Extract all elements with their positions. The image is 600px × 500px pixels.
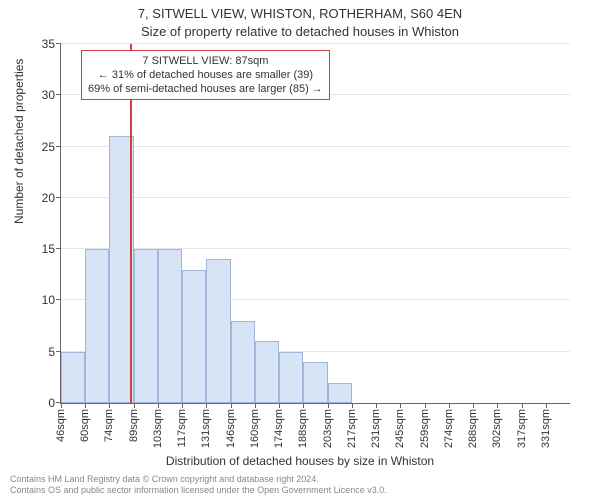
histogram-bar [303, 362, 327, 403]
x-tick-mark [425, 403, 426, 408]
x-tick-mark [85, 403, 86, 408]
x-tick-label: 188sqm [297, 409, 309, 448]
x-tick-mark [328, 403, 329, 408]
x-tick-label: 302sqm [491, 409, 503, 448]
x-tick-mark [497, 403, 498, 408]
x-tick-mark [546, 403, 547, 408]
x-tick-label: 317sqm [516, 409, 528, 448]
x-tick-mark [473, 403, 474, 408]
y-tick-label: 15 [31, 242, 55, 256]
x-tick-label: 103sqm [152, 409, 164, 448]
y-tick-mark [56, 299, 61, 300]
footnote: Contains HM Land Registry data © Crown c… [10, 474, 387, 496]
y-tick-mark [56, 248, 61, 249]
x-tick-label: 231sqm [370, 409, 382, 448]
x-tick-label: 203sqm [322, 409, 334, 448]
gridline [61, 197, 570, 198]
histogram-bar [134, 249, 158, 403]
x-tick-mark [182, 403, 183, 408]
x-tick-label: 60sqm [79, 409, 91, 442]
histogram-bar [255, 341, 279, 403]
x-axis-label: Distribution of detached houses by size … [0, 454, 600, 468]
annotation-line: ← 31% of detached houses are smaller (39… [88, 68, 323, 82]
x-tick-label: 245sqm [394, 409, 406, 448]
x-tick-mark [109, 403, 110, 408]
x-tick-mark [158, 403, 159, 408]
chart-title-sub: Size of property relative to detached ho… [0, 24, 600, 39]
y-tick-mark [56, 43, 61, 44]
x-tick-label: 274sqm [443, 409, 455, 448]
x-tick-mark [61, 403, 62, 408]
x-tick-label: 160sqm [249, 409, 261, 448]
chart-container: 7, SITWELL VIEW, WHISTON, ROTHERHAM, S60… [0, 0, 600, 500]
histogram-bar [279, 352, 303, 403]
x-tick-mark [303, 403, 304, 408]
y-tick-label: 20 [31, 191, 55, 205]
y-tick-label: 5 [31, 345, 55, 359]
y-tick-label: 0 [31, 396, 55, 410]
gridline [61, 146, 570, 147]
x-tick-label: 217sqm [346, 409, 358, 448]
gridline [61, 43, 570, 44]
y-tick-label: 10 [31, 293, 55, 307]
x-tick-label: 89sqm [128, 409, 140, 442]
footnote-line-2: Contains OS and public sector informatio… [10, 485, 387, 495]
x-tick-label: 146sqm [225, 409, 237, 448]
histogram-bar [328, 383, 352, 404]
x-tick-label: 288sqm [467, 409, 479, 448]
y-axis-label: Number of detached properties [12, 59, 26, 224]
y-tick-label: 35 [31, 37, 55, 51]
histogram-bar [231, 321, 255, 403]
x-tick-mark [376, 403, 377, 408]
histogram-bar [85, 249, 109, 403]
x-tick-mark [449, 403, 450, 408]
annotation-line: 7 SITWELL VIEW: 87sqm [88, 54, 323, 68]
y-tick-mark [56, 94, 61, 95]
y-tick-mark [56, 197, 61, 198]
y-tick-mark [56, 146, 61, 147]
y-tick-label: 25 [31, 140, 55, 154]
x-tick-label: 46sqm [55, 409, 67, 442]
x-tick-mark [352, 403, 353, 408]
x-tick-mark [206, 403, 207, 408]
x-tick-mark [522, 403, 523, 408]
x-tick-mark [400, 403, 401, 408]
y-tick-label: 30 [31, 88, 55, 102]
chart-title-main: 7, SITWELL VIEW, WHISTON, ROTHERHAM, S60… [0, 6, 600, 21]
x-tick-label: 74sqm [103, 409, 115, 442]
annotation-box: 7 SITWELL VIEW: 87sqm← 31% of detached h… [81, 50, 330, 100]
x-tick-label: 117sqm [176, 409, 188, 447]
x-tick-label: 331sqm [540, 409, 552, 448]
footnote-line-1: Contains HM Land Registry data © Crown c… [10, 474, 319, 484]
x-tick-mark [279, 403, 280, 408]
annotation-line: 69% of semi-detached houses are larger (… [88, 82, 323, 96]
x-tick-mark [255, 403, 256, 408]
histogram-bar [158, 249, 182, 403]
plot-area: 0510152025303546sqm60sqm74sqm89sqm103sqm… [60, 44, 570, 404]
x-tick-mark [231, 403, 232, 408]
x-tick-label: 259sqm [419, 409, 431, 448]
x-tick-mark [134, 403, 135, 408]
x-tick-label: 131sqm [200, 409, 212, 448]
x-tick-label: 174sqm [273, 409, 285, 448]
histogram-bar [182, 270, 206, 403]
histogram-bar [206, 259, 230, 403]
histogram-bar [61, 352, 85, 403]
